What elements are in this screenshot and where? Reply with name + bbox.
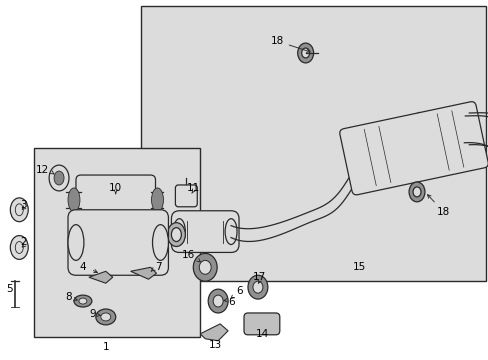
- Text: 12: 12: [36, 165, 49, 175]
- Polygon shape: [130, 267, 156, 279]
- FancyBboxPatch shape: [171, 211, 239, 252]
- Polygon shape: [89, 271, 113, 283]
- Text: 11: 11: [186, 183, 200, 193]
- Text: 4: 4: [79, 262, 85, 272]
- Text: 3: 3: [20, 200, 27, 210]
- Text: 8: 8: [65, 292, 72, 302]
- Text: 18: 18: [270, 36, 309, 52]
- Ellipse shape: [412, 187, 420, 197]
- Ellipse shape: [213, 295, 223, 307]
- Bar: [34, 148, 200, 337]
- Ellipse shape: [408, 182, 424, 202]
- Ellipse shape: [199, 260, 211, 274]
- Text: 2: 2: [20, 237, 27, 247]
- Ellipse shape: [101, 313, 111, 321]
- Ellipse shape: [252, 281, 263, 293]
- Text: 10: 10: [109, 183, 122, 193]
- Ellipse shape: [247, 275, 267, 299]
- Text: 5: 5: [6, 284, 13, 294]
- Ellipse shape: [10, 235, 28, 260]
- Text: 14: 14: [256, 329, 269, 339]
- FancyBboxPatch shape: [175, 185, 197, 207]
- Ellipse shape: [68, 188, 80, 212]
- Ellipse shape: [193, 253, 217, 281]
- Text: 13: 13: [208, 340, 222, 350]
- Polygon shape: [200, 324, 227, 341]
- Ellipse shape: [10, 198, 28, 222]
- Text: 6: 6: [227, 297, 234, 307]
- Ellipse shape: [297, 43, 313, 63]
- Ellipse shape: [152, 225, 168, 260]
- Text: 15: 15: [352, 262, 365, 272]
- Ellipse shape: [171, 228, 181, 242]
- Ellipse shape: [74, 295, 92, 307]
- FancyBboxPatch shape: [339, 102, 488, 195]
- Bar: [141, 6, 485, 281]
- Text: 16: 16: [182, 251, 195, 260]
- Ellipse shape: [224, 219, 237, 244]
- Text: 18: 18: [427, 195, 449, 217]
- Ellipse shape: [49, 165, 69, 191]
- Ellipse shape: [301, 48, 309, 58]
- Ellipse shape: [54, 171, 64, 185]
- Ellipse shape: [173, 219, 185, 244]
- Ellipse shape: [68, 225, 84, 260]
- Ellipse shape: [96, 309, 116, 325]
- FancyBboxPatch shape: [68, 210, 168, 275]
- Text: 1: 1: [102, 342, 109, 352]
- Ellipse shape: [79, 298, 87, 304]
- FancyBboxPatch shape: [244, 313, 279, 335]
- Text: 6: 6: [230, 286, 242, 299]
- Ellipse shape: [208, 289, 227, 313]
- Ellipse shape: [167, 223, 185, 247]
- FancyBboxPatch shape: [76, 175, 155, 225]
- Text: 9: 9: [89, 309, 96, 319]
- Ellipse shape: [151, 188, 163, 212]
- Text: 17: 17: [253, 272, 266, 282]
- Text: 7: 7: [155, 262, 162, 272]
